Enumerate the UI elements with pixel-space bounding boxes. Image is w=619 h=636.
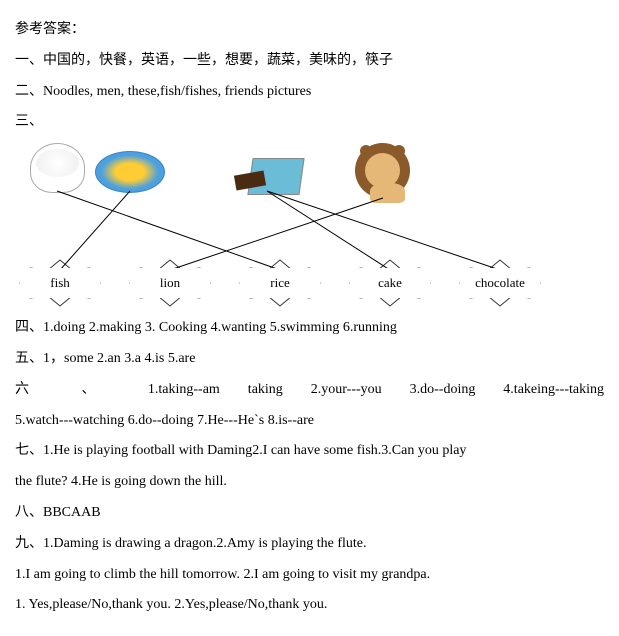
q9c-line: 1. Yes,please/No,thank you. 2.Yes,please… (15, 590, 604, 621)
q6b-line: 5.watch---watching 6.do--doing 7.He---He… (15, 406, 604, 437)
label-chocolate: chocolate (460, 268, 540, 298)
q6-line: 六 、 1.taking--am taking 2.your---you 3.d… (15, 375, 604, 406)
label-lion: lion (130, 268, 210, 298)
label-cake: cake (350, 268, 430, 298)
q5-line: 五、1，some 2.an 3.a 4.is 5.are (15, 344, 604, 375)
fish-image (95, 151, 165, 193)
q9-line: 九、1.Daming is drawing a dragon.2.Amy is … (15, 529, 604, 560)
label-text: cake (378, 275, 402, 290)
label-text: lion (160, 275, 180, 290)
q7-line: 七、1.He is playing football with Daming2.… (15, 436, 604, 467)
label-fish: fish (20, 268, 100, 298)
q2-line: 二、Noodles, men, these,fish/fishes, frien… (15, 77, 604, 108)
lion-image (350, 143, 415, 203)
label-text: chocolate (475, 275, 525, 290)
rice-image (30, 143, 85, 193)
q4-line: 四、1.doing 2.making 3. Cooking 4.wanting … (15, 313, 604, 344)
q3-line: 三、 (15, 107, 604, 138)
label-text: rice (270, 275, 289, 290)
chocolate-image (230, 148, 305, 198)
answers-title: 参考答案： (15, 15, 604, 46)
label-text: fish (50, 275, 70, 290)
q8-line: 八、BBCAAB (15, 498, 604, 529)
label-rice: rice (240, 268, 320, 298)
q1-line: 一、中国的，快餐，英语，一些，想要，蔬菜，美味的，筷子 (15, 46, 604, 77)
matching-diagram: fish lion rice cake chocolate (15, 143, 575, 308)
q7b-line: the flute? 4.He is going down the hill. (15, 467, 604, 498)
q9b-line: 1.I am going to climb the hill tomorrow.… (15, 560, 604, 591)
